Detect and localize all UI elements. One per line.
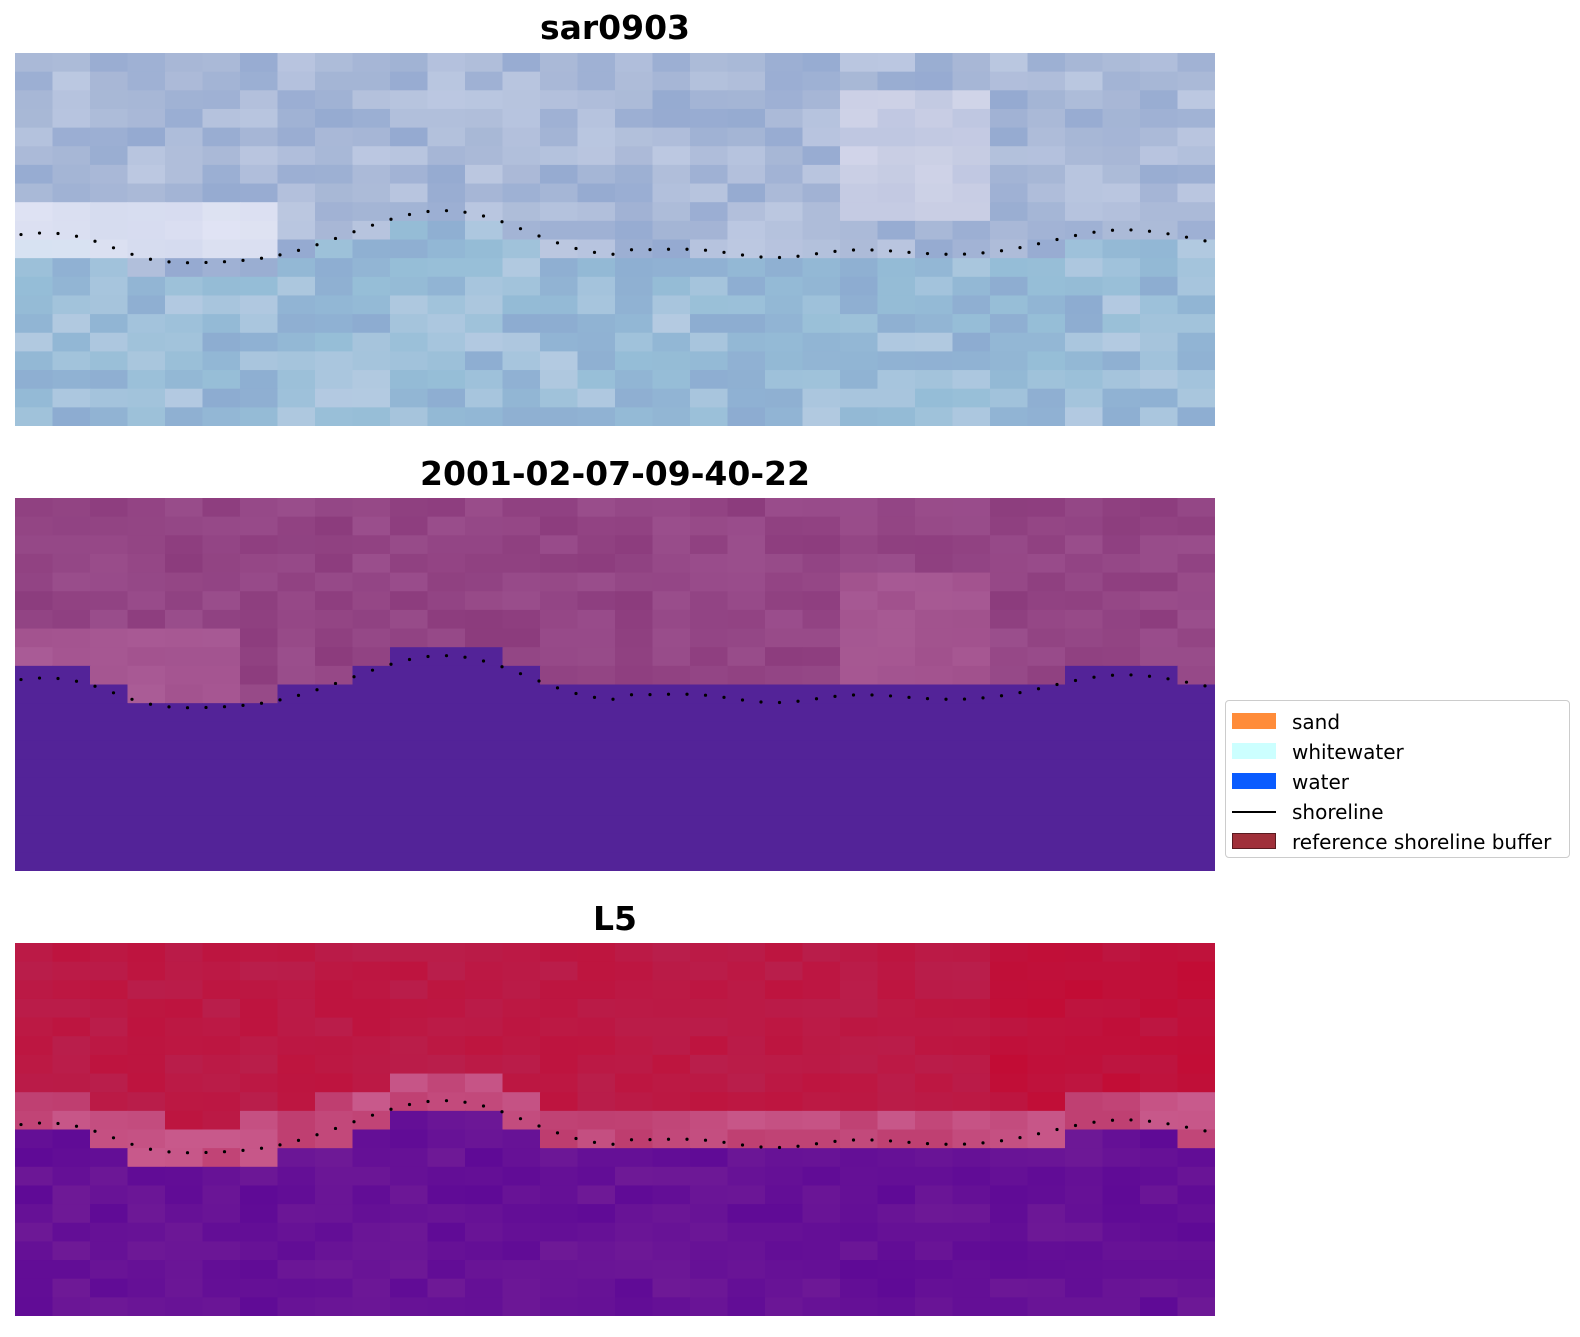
legend-item-shoreline: shoreline (1232, 801, 1562, 823)
classified-image-panel (15, 498, 1215, 871)
sand-swatch-icon (1232, 713, 1276, 729)
reference-buffer-swatch-icon (1232, 833, 1276, 849)
legend-item-whitewater: whitewater (1232, 741, 1562, 763)
shoreline-line-icon (1232, 811, 1276, 813)
panel-title-1: sar0903 (539, 8, 691, 47)
legend-item-water: water (1232, 771, 1562, 793)
l5-image-panel (15, 943, 1215, 1316)
panel-title-3: L5 (593, 899, 637, 938)
shoreline-dots (19, 654, 1207, 710)
legend-item-reference-buffer: reference shoreline buffer (1232, 831, 1562, 853)
water-swatch-icon (1232, 773, 1276, 789)
whitewater-swatch-icon (1232, 743, 1276, 759)
panel-title-2: 2001-02-07-09-40-22 (420, 454, 810, 493)
sar-image-panel (15, 53, 1215, 426)
shoreline-dots (19, 209, 1207, 265)
legend: sand whitewater water shoreline referenc… (1225, 700, 1570, 858)
shoreline-dots (19, 1099, 1207, 1155)
legend-item-sand: sand (1232, 711, 1562, 733)
